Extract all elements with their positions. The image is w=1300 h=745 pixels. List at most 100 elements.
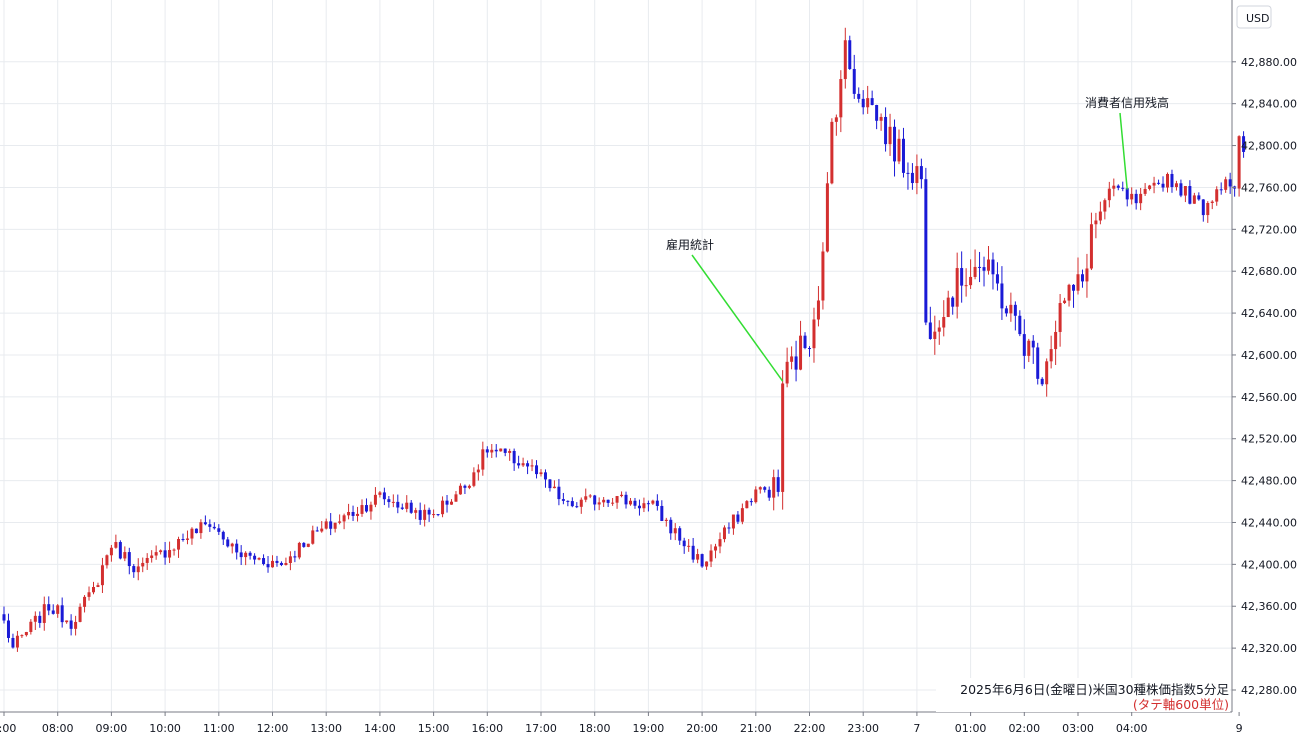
candle-up	[964, 285, 968, 287]
candle-up	[696, 554, 700, 560]
candle-up	[530, 465, 534, 467]
candle-up	[441, 500, 445, 515]
x-tick-label: 21:00	[740, 722, 772, 735]
candle-down	[127, 552, 131, 567]
x-tick-label: 9	[1236, 722, 1243, 735]
candle-up	[1215, 189, 1219, 202]
candle-up	[673, 528, 677, 534]
candle-down	[60, 605, 64, 623]
candle-down	[919, 166, 923, 180]
candle-down	[1179, 183, 1183, 196]
x-tick-label: 19:00	[633, 722, 665, 735]
y-tick-label: 42,680.00	[1241, 265, 1297, 278]
candle-down	[1072, 284, 1076, 291]
candle-down	[535, 465, 539, 475]
candle-down	[1197, 195, 1201, 200]
x-tick-label: 10:00	[149, 722, 181, 735]
candle-down	[436, 514, 440, 516]
candle-up	[288, 556, 292, 564]
candle-up	[866, 98, 870, 108]
candle-down	[382, 492, 386, 500]
candle-up	[244, 552, 248, 558]
annotation-line	[691, 254, 784, 382]
candle-down	[593, 495, 597, 505]
candle-up	[83, 596, 87, 607]
annotation-label: 消費者信用残高	[1085, 95, 1169, 110]
candle-down	[1161, 183, 1165, 188]
candle-up	[324, 521, 328, 529]
candle-up	[687, 545, 691, 547]
candle-up	[230, 543, 234, 547]
candle-up	[347, 511, 351, 516]
candle-down	[901, 138, 905, 173]
candle-down	[1170, 173, 1174, 188]
candle-up	[539, 472, 543, 475]
candle-down	[1157, 182, 1161, 184]
candle-up	[356, 513, 360, 516]
x-tick-label: 16:00	[471, 722, 503, 735]
candle-up	[705, 561, 709, 567]
candle-down	[960, 268, 964, 286]
candle-up	[969, 276, 973, 286]
candle-down	[875, 104, 879, 121]
candle-down	[38, 615, 42, 623]
candle-up	[15, 635, 19, 648]
candle-up	[579, 499, 583, 507]
candle-up	[937, 327, 941, 332]
candle-up	[611, 502, 615, 504]
candle-down	[910, 172, 914, 184]
candle-down	[1188, 186, 1192, 204]
candle-up	[790, 356, 794, 362]
candle-down	[302, 542, 306, 547]
candle-up	[342, 515, 346, 522]
candle-up	[499, 448, 503, 452]
candle-up	[450, 501, 453, 505]
candle-up	[284, 563, 288, 566]
candle-up	[602, 499, 606, 503]
candle-down	[682, 540, 686, 547]
candle-up	[481, 449, 485, 470]
candle-up	[897, 138, 901, 162]
candle-up	[709, 550, 713, 562]
time-axis[interactable]: 7:00 08:00 09:00 10:00 11:00 12:00 13:00 14:00 1…	[0, 712, 1243, 735]
candle-up	[552, 486, 556, 489]
candle-down	[418, 510, 422, 520]
candle-up	[785, 361, 789, 384]
candle-down	[427, 509, 431, 515]
candle-up	[1094, 220, 1098, 225]
candle-up	[825, 183, 829, 252]
candle-up	[472, 472, 476, 486]
caption-background	[936, 678, 1230, 712]
candle-up	[584, 496, 588, 500]
candle-up	[915, 166, 919, 184]
candle-down	[1125, 188, 1129, 200]
candle-up	[588, 495, 592, 497]
candle-down	[700, 554, 704, 567]
y-tick-label: 42,320.00	[1241, 642, 1297, 655]
candle-up	[664, 519, 668, 521]
candle-down	[727, 527, 731, 529]
chart-caption-sub: (タテ軸600単位)	[1133, 697, 1229, 712]
candle-up	[476, 469, 480, 473]
candle-down	[794, 356, 798, 370]
candle-down	[749, 501, 753, 503]
candle-down	[253, 555, 257, 560]
candle-up	[722, 527, 726, 540]
candle-down	[808, 348, 811, 350]
candle-down	[995, 274, 999, 284]
candle-up	[781, 383, 785, 492]
x-tick-label: 23:00	[847, 722, 879, 735]
candle-down	[906, 172, 910, 174]
y-tick-label: 42,400.00	[1241, 558, 1297, 571]
candle-up	[714, 546, 718, 551]
price-axis[interactable]: 42,280.00 42,320.00 42,360.00 42,400.00 42,4…	[1232, 56, 1297, 697]
candle-down	[557, 486, 561, 500]
candle-down	[494, 449, 498, 452]
candle-up	[338, 521, 342, 523]
candle-up	[830, 121, 834, 184]
candle-up	[1237, 136, 1241, 189]
candle-up	[521, 463, 525, 466]
candle-down	[203, 522, 207, 525]
candle-down	[6, 620, 10, 638]
